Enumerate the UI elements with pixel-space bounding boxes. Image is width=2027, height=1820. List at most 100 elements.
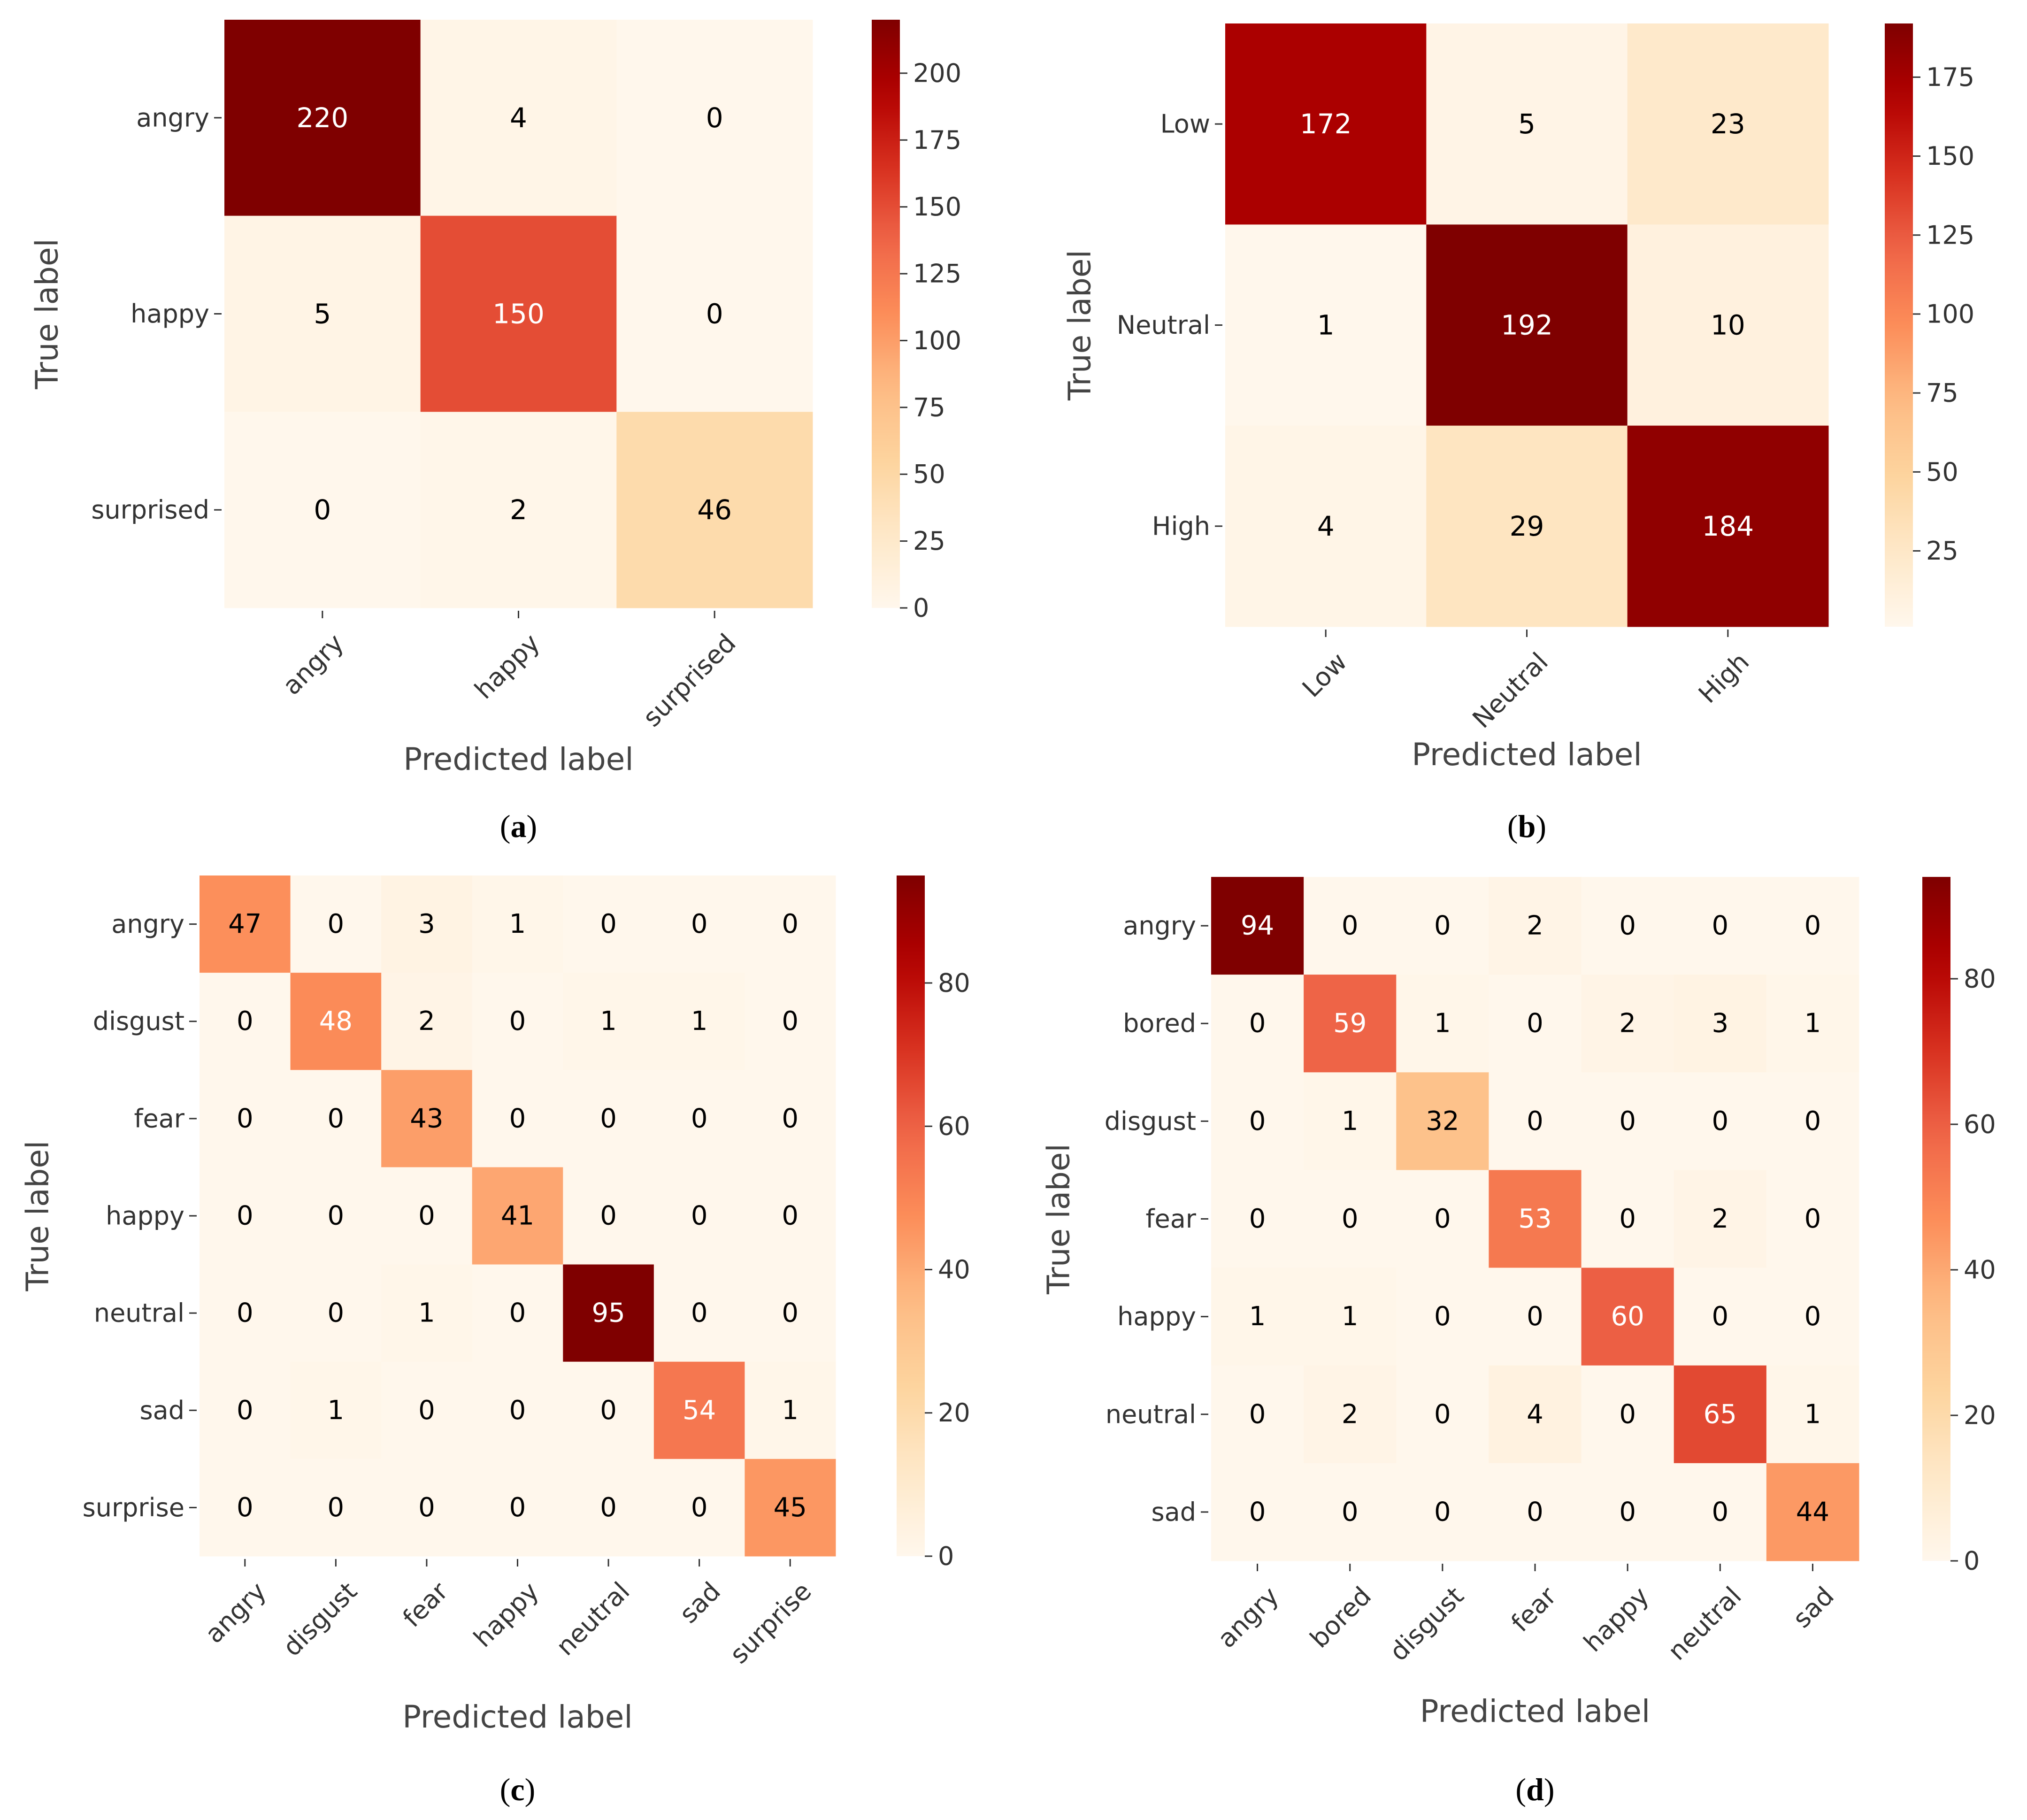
cell-value-label: 5 bbox=[314, 298, 331, 330]
cell-value-label: 0 bbox=[1527, 1301, 1543, 1332]
heatmap-cell bbox=[290, 1264, 382, 1362]
cell-value-label: 0 bbox=[237, 1103, 253, 1134]
cell-value-label: 0 bbox=[328, 1298, 345, 1329]
heatmap-cell bbox=[653, 1361, 745, 1459]
heatmap-cell bbox=[200, 1070, 291, 1167]
heatmap-cell bbox=[1766, 877, 1859, 975]
heatmap-cell bbox=[381, 875, 473, 973]
cell-value-label: 0 bbox=[237, 1492, 253, 1523]
cell-value-label: 0 bbox=[1249, 1008, 1266, 1039]
heatmap-cell bbox=[1674, 1267, 1767, 1366]
heatmap-cell bbox=[1674, 1072, 1767, 1170]
cell-value-label: 32 bbox=[1426, 1106, 1459, 1137]
heatmap-cell bbox=[745, 973, 836, 1070]
heatmap-cell bbox=[1396, 975, 1489, 1073]
colorbar-tick-label: 100 bbox=[913, 326, 961, 355]
cell-value-label: 184 bbox=[1702, 510, 1754, 542]
heatmap-cell bbox=[472, 1070, 563, 1167]
heatmap-cell bbox=[1211, 1170, 1304, 1268]
cell-value-label: 46 bbox=[697, 494, 732, 526]
y-tick-label: Neutral bbox=[1117, 310, 1210, 340]
cell-value-label: 1 bbox=[600, 1006, 617, 1037]
heatmap-cell bbox=[1489, 1170, 1582, 1268]
cell-value-label: 0 bbox=[328, 1492, 345, 1523]
y-tick-label: angry bbox=[136, 103, 209, 132]
cell-value-label: 0 bbox=[237, 1006, 253, 1037]
cell-value-label: 4 bbox=[1317, 510, 1335, 542]
x-tick-label: fear bbox=[397, 1576, 454, 1633]
heatmap-cell bbox=[290, 875, 382, 973]
cell-value-label: 0 bbox=[509, 1395, 526, 1426]
y-tick-label: fear bbox=[134, 1104, 184, 1133]
cell-value-label: 0 bbox=[691, 1103, 708, 1134]
heatmap-cell bbox=[745, 1264, 836, 1362]
heatmap-cell bbox=[1766, 1170, 1859, 1268]
heatmap-cell bbox=[563, 1167, 654, 1265]
cell-value-label: 1 bbox=[509, 909, 526, 939]
heatmap-cell bbox=[563, 1459, 654, 1557]
heatmap-cell bbox=[1426, 224, 1628, 426]
heatmap-cell bbox=[224, 412, 421, 608]
heatmap-cell bbox=[745, 1070, 836, 1167]
y-tick-label: disgust bbox=[93, 1006, 184, 1036]
cell-value-label: 0 bbox=[1249, 1204, 1266, 1234]
cell-value-label: 0 bbox=[418, 1395, 435, 1426]
cell-value-label: 0 bbox=[1804, 1106, 1821, 1137]
cell-value-label: 0 bbox=[509, 1492, 526, 1523]
heatmap-cell bbox=[1225, 23, 1427, 225]
colorbar-tick-label: 20 bbox=[1964, 1401, 1996, 1430]
cell-value-label: 54 bbox=[683, 1395, 716, 1426]
heatmap-cell bbox=[1627, 224, 1829, 426]
x-tick-label: Neutral bbox=[1467, 647, 1553, 734]
cell-value-label: 45 bbox=[774, 1492, 807, 1523]
colorbar-tick-label: 0 bbox=[938, 1542, 954, 1571]
heatmap-cell bbox=[1211, 975, 1304, 1073]
heatmap-cell bbox=[1396, 1463, 1489, 1561]
cell-value-label: 94 bbox=[1241, 911, 1274, 941]
cell-value-label: 0 bbox=[509, 1103, 526, 1134]
colorbar-tick-label: 175 bbox=[913, 125, 961, 155]
cell-value-label: 3 bbox=[1712, 1008, 1728, 1039]
cell-value-label: 0 bbox=[1527, 1008, 1543, 1039]
cell-value-label: 0 bbox=[691, 909, 708, 939]
cell-value-label: 1 bbox=[1804, 1008, 1821, 1039]
colorbar-tick-label: 0 bbox=[913, 593, 929, 623]
y-axis-title: True label bbox=[29, 238, 65, 390]
heatmap-cell bbox=[1396, 1365, 1489, 1464]
heatmap-cell bbox=[1489, 1463, 1582, 1561]
heatmap-cell bbox=[745, 875, 836, 973]
heatmap-cell bbox=[1211, 1267, 1304, 1366]
heatmap-cell bbox=[653, 1167, 745, 1265]
heatmap-cell bbox=[653, 1459, 745, 1557]
cell-value-label: 0 bbox=[1804, 911, 1821, 941]
y-axis-title: True label bbox=[1041, 1144, 1077, 1295]
heatmap-cell bbox=[200, 1361, 291, 1459]
heatmap-cell bbox=[1766, 1267, 1859, 1366]
cell-value-label: 60 bbox=[1611, 1301, 1644, 1332]
heatmap-cell bbox=[653, 875, 745, 973]
colorbar-tick-label: 40 bbox=[1964, 1255, 1996, 1285]
heatmap-cell bbox=[1304, 1072, 1397, 1170]
x-tick-label: happy bbox=[1578, 1581, 1654, 1658]
panel-label: (c) bbox=[500, 1772, 536, 1807]
colorbar-tick-label: 150 bbox=[913, 192, 961, 222]
cell-value-label: 0 bbox=[691, 1492, 708, 1523]
y-tick-label: happy bbox=[131, 299, 209, 329]
x-tick-label: sad bbox=[1787, 1581, 1840, 1634]
y-tick-label: surprised bbox=[91, 495, 209, 525]
colorbar-tick-label: 75 bbox=[1926, 378, 1958, 408]
x-tick-label: surprise bbox=[724, 1576, 817, 1669]
colorbar-tick-label: 60 bbox=[1964, 1110, 1996, 1139]
cell-value-label: 0 bbox=[1712, 1106, 1728, 1137]
cell-value-label: 0 bbox=[600, 1395, 617, 1426]
colorbar-tick-label: 50 bbox=[1926, 457, 1958, 487]
cell-value-label: 1 bbox=[1342, 1106, 1359, 1137]
y-tick-label: surprise bbox=[83, 1493, 184, 1522]
heatmap-cell bbox=[1581, 877, 1674, 975]
cell-value-label: 172 bbox=[1300, 108, 1352, 140]
heatmap-cell bbox=[1766, 1463, 1859, 1561]
cell-value-label: 0 bbox=[600, 909, 617, 939]
heatmap-cell bbox=[224, 215, 421, 412]
x-tick-label: happy bbox=[468, 1576, 545, 1653]
